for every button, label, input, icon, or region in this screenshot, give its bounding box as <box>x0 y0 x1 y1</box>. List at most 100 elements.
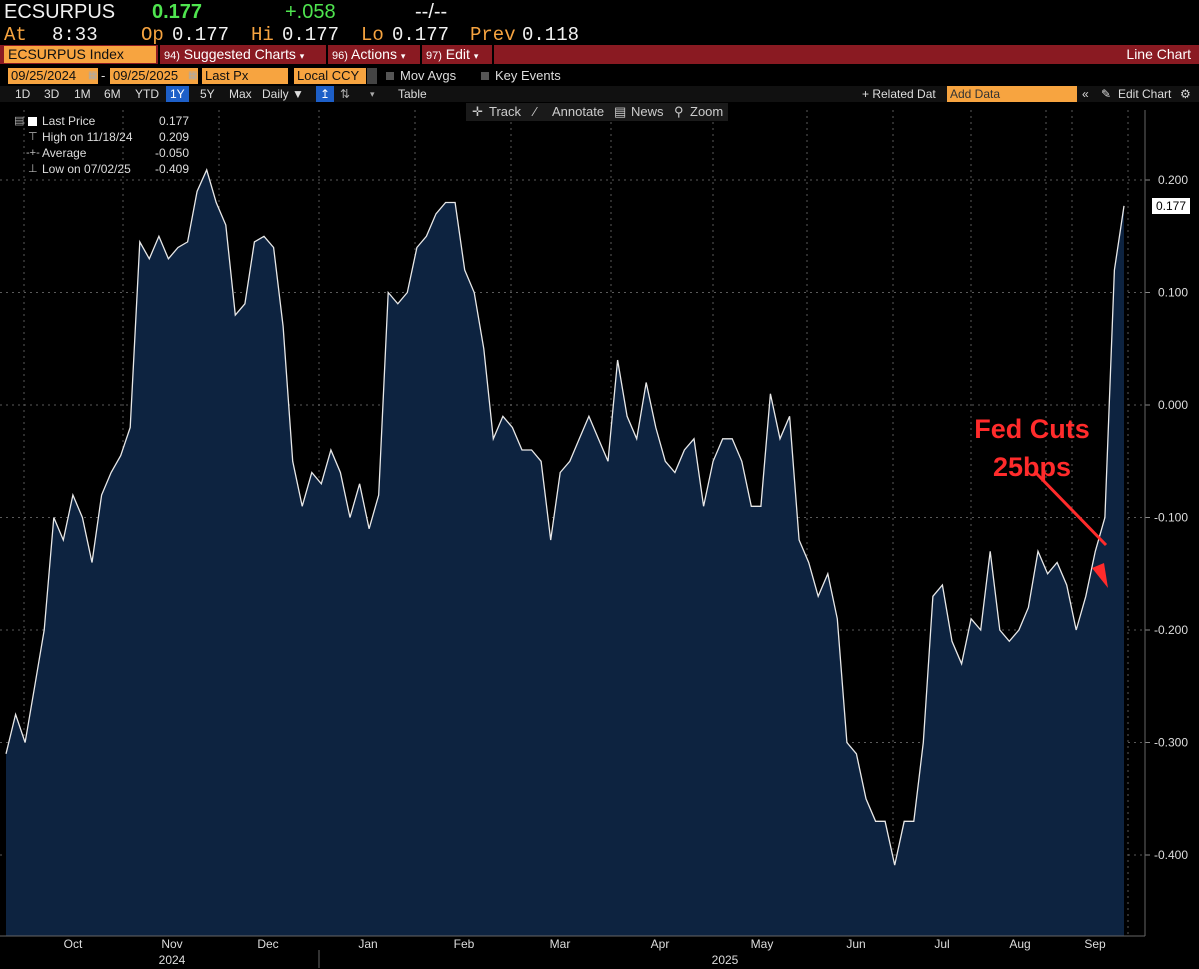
legend-high: ⊤ High on 11/18/24 0.209 <box>12 129 197 145</box>
timeframe-1d[interactable]: 1D <box>15 87 31 101</box>
zoom-icon[interactable]: ⚲ <box>674 104 684 119</box>
net-change: +.058 <box>285 1 336 23</box>
pencil-icon[interactable]: ✎ <box>1101 87 1112 101</box>
legend-low-label: Low on 07/02/25 <box>42 162 131 176</box>
prev-label: Prev <box>470 24 516 46</box>
last-value-tag: 0.177 <box>1152 198 1190 214</box>
timeframe-1m[interactable]: 1M <box>74 87 91 101</box>
timeframe-3d[interactable]: 3D <box>44 87 60 101</box>
timeframe-6m[interactable]: 6M <box>104 87 121 101</box>
field-selector-value: Last Px <box>205 68 249 83</box>
date-range-dash: - <box>101 68 106 83</box>
legend-high-value: 0.209 <box>158 130 189 144</box>
y-tick-label: -0.100 <box>1154 511 1188 525</box>
open-value: 0.177 <box>172 24 230 46</box>
y-tick-label: 0.000 <box>1158 398 1188 412</box>
prev-value: 0.118 <box>522 24 580 46</box>
high-label: Hi <box>251 24 274 46</box>
start-date-field[interactable]: 09/25/2024 <box>8 68 98 84</box>
calendar-icon[interactable]: ▦ <box>188 70 198 81</box>
year-label: 2024 <box>159 953 186 967</box>
at-time: 8:33 <box>52 24 98 46</box>
legend-average-value: -0.050 <box>154 146 189 160</box>
high-value: 0.177 <box>282 24 340 46</box>
at-label: At <box>4 24 27 46</box>
series-line <box>5 168 1125 866</box>
menu-divider <box>492 45 494 64</box>
x-tick-label: Sep <box>1084 937 1106 951</box>
security-field[interactable]: ECSURPUS Index <box>4 46 156 63</box>
x-tick-label: Jan <box>358 937 377 951</box>
calendar-icon[interactable]: ▦ <box>88 70 98 81</box>
mov-avgs-label: Mov Avgs <box>400 68 457 83</box>
y-tick-label: 0.200 <box>1158 173 1188 187</box>
zoom-button[interactable]: Zoom <box>690 104 724 119</box>
edit-label: Edit <box>445 46 470 62</box>
legend-swatch <box>28 117 37 126</box>
end-date-field[interactable]: 09/25/2025 <box>110 68 198 84</box>
currency-dropdown-icon[interactable] <box>367 68 377 84</box>
timeframe-max[interactable]: Max <box>229 87 252 101</box>
legend-last-price[interactable]: ▤ Last Price 0.177 <box>12 113 197 129</box>
annotate-icon[interactable]: ∕ <box>534 104 537 119</box>
key-events-checkbox[interactable] <box>481 72 489 80</box>
timeframe-ytd[interactable]: YTD <box>135 87 159 101</box>
quote-header: ECSURPUS 0.177 +.058 --/-- <box>0 0 1199 24</box>
timeframe-toolbar: 1D 3D 1M 6M YTD 1Y 5Y Max Daily ▼ ↥ ⇅ ▾ … <box>0 86 1199 102</box>
news-button[interactable]: News <box>631 104 664 119</box>
crosshair-icon[interactable]: ✛ <box>472 104 483 119</box>
chart-style-dropdown-icon[interactable]: ▾ <box>370 89 375 99</box>
field-selector[interactable]: Last Px <box>202 68 288 84</box>
gear-icon[interactable]: ⚙ <box>1180 87 1191 101</box>
annotation-line2: 25bps <box>992 452 1072 482</box>
annotation-arrow <box>1034 471 1108 547</box>
caret-down-icon: ▾ <box>473 51 479 61</box>
y-tick-label: -0.400 <box>1154 848 1188 862</box>
low-label: Lo <box>361 24 384 46</box>
year-label: 2025 <box>712 953 739 967</box>
ticker-symbol[interactable]: ECSURPUS <box>4 1 116 23</box>
periodicity-selector[interactable]: Daily ▼ <box>262 87 304 101</box>
legend-average: -+- Average -0.050 <box>12 145 197 161</box>
chart-tools-bar: ✛ Track ∕ Annotate ▤ News ⚲ Zoom <box>466 103 728 121</box>
x-tick-label: Aug <box>1009 937 1030 951</box>
line-chart-icon[interactable]: ↥ <box>316 86 334 102</box>
y-tick-label: -0.200 <box>1154 623 1188 637</box>
y-tick-label: -0.300 <box>1154 736 1188 750</box>
function-menubar: ECSURPUS Index 94) Suggested Charts ▾ 96… <box>0 45 1199 64</box>
edit-chart-button[interactable]: Edit Chart <box>1118 87 1172 101</box>
add-data-input[interactable]: Add Data <box>947 86 1077 102</box>
chart-options-row: 09/25/2024 ▦ - 09/25/2025 ▦ Last Px Loca… <box>0 68 1199 85</box>
x-tick-label: Apr <box>651 937 670 951</box>
actions-menu[interactable]: 96) Actions ▾ <box>328 46 420 63</box>
legend-collapse-icon[interactable]: ▤ <box>14 115 25 127</box>
table-button[interactable]: Table <box>398 87 427 101</box>
track-button[interactable]: Track <box>489 104 522 119</box>
timeframe-5y[interactable]: 5Y <box>200 87 215 101</box>
legend-last-value: 0.177 <box>158 114 189 128</box>
mov-avgs-checkbox[interactable] <box>386 72 394 80</box>
annotation-line1: Fed Cuts <box>974 414 1090 444</box>
series-area <box>6 169 1124 936</box>
legend-last-label: Last Price <box>42 114 96 128</box>
legend-average-label: Average <box>42 146 87 160</box>
currency-selector-value: Local CCY <box>297 68 360 83</box>
bar-chart-icon[interactable]: ⇅ <box>340 87 351 101</box>
suggested-charts-label: Suggested Charts <box>183 46 296 62</box>
collapse-icon[interactable]: « <box>1082 87 1089 101</box>
caret-down-icon: ▾ <box>299 51 305 61</box>
low-value: 0.177 <box>392 24 450 46</box>
y-axis: 0.200 0.100 0.000 -0.100 -0.200 -0.300 -0.400 <box>1144 110 1188 936</box>
suggested-charts-menu[interactable]: 94) Suggested Charts ▾ <box>160 46 325 63</box>
edit-menu[interactable]: 97) Edit ▾ <box>422 46 492 63</box>
y-tick-label: 0.100 <box>1158 286 1188 300</box>
annotate-button[interactable]: Annotate <box>552 104 605 119</box>
annotation-arrowhead <box>1092 563 1108 588</box>
news-icon[interactable]: ▤ <box>614 104 627 119</box>
x-tick-label: Jul <box>934 937 949 951</box>
timeframe-1y[interactable]: 1Y <box>166 86 189 102</box>
related-data-button[interactable]: + Related Dat <box>862 87 936 101</box>
high-marker-icon: ⊤ <box>28 131 38 143</box>
currency-selector[interactable]: Local CCY <box>294 68 366 84</box>
